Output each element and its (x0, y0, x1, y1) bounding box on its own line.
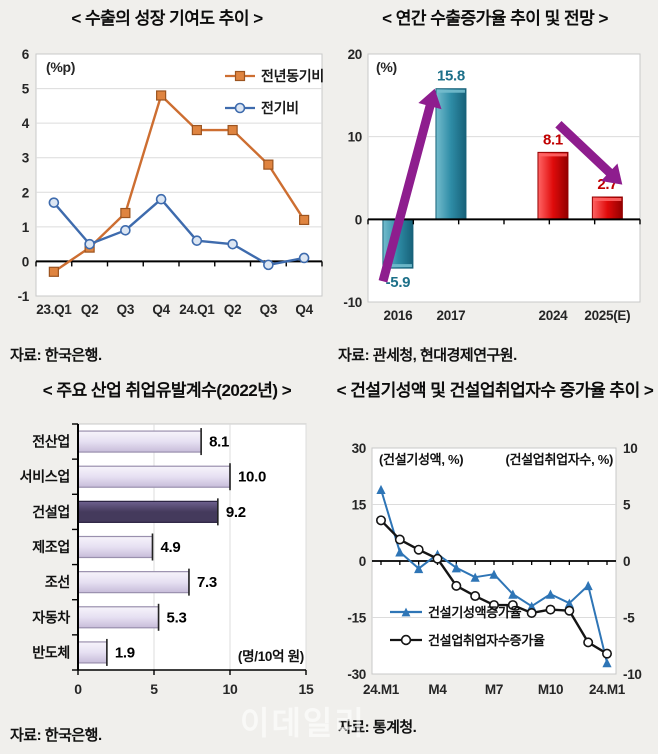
svg-text:0: 0 (22, 254, 29, 269)
svg-text:Q3: Q3 (260, 302, 278, 317)
svg-text:2025(E): 2025(E) (584, 308, 630, 323)
source-note-bank-of-korea: 자료: 한국은행. (10, 347, 102, 364)
source-note-customs: 자료: 관세청, 현대경제연구원. (338, 347, 517, 364)
svg-text:8.1: 8.1 (543, 131, 563, 148)
svg-text:15: 15 (352, 498, 367, 513)
svg-text:2: 2 (22, 185, 29, 200)
svg-text:7.3: 7.3 (197, 574, 217, 591)
employment-inducement-hbar-chart: 8.1 전산업 10.0 서비스업 9.2 건설업 4.9 제조업 7.3 조선 5.3 자동차 1.9… (20, 423, 314, 697)
svg-text:0: 0 (74, 681, 82, 697)
svg-text:2024: 2024 (539, 308, 569, 323)
svg-text:(%p): (%p) (46, 59, 75, 75)
svg-text:4.9: 4.9 (160, 539, 180, 556)
svg-text:전산업: 전산업 (32, 434, 70, 450)
svg-text:20: 20 (348, 47, 362, 62)
chart-title-annual-export-growth: < 연간 수출증가율 추이 및 전망 > (382, 9, 608, 28)
svg-text:-10: -10 (343, 295, 362, 310)
svg-text:5: 5 (623, 498, 631, 513)
svg-text:(명/10억 원): (명/10억 원) (238, 648, 304, 664)
panel-annual-export-growth: < 연간 수출증가율 추이 및 전망 > 20 10 0 -10 (%) -5.9 2016… (334, 6, 656, 372)
chart-title-export-contribution: < 수출의 성장 기여도 추이 > (71, 9, 263, 28)
svg-text:0: 0 (359, 554, 366, 569)
svg-text:M4: M4 (428, 682, 447, 697)
svg-text:6: 6 (22, 47, 30, 62)
svg-text:5: 5 (22, 82, 30, 97)
annual-export-growth-bar-chart: 20100-10(%)-5.9201615.820178.120242.7202… (343, 47, 641, 323)
svg-text:15.8: 15.8 (437, 68, 465, 85)
panel-export-growth-contribution: < 수출의 성장 기여도 추이 > 6 5 4 3 2 1 0 -1 23.Q1 Q2 Q3 Q4 24… (6, 6, 328, 372)
chart-title-employment-inducement: < 주요 산업 취업유발계수(2022년) > (42, 381, 292, 400)
svg-text:건설기성액증가율: 건설기성액증가율 (428, 605, 522, 620)
svg-text:Q2: Q2 (81, 302, 98, 317)
svg-text:서비스업: 서비스업 (20, 469, 70, 485)
svg-text:M7: M7 (485, 682, 503, 697)
svg-text:전년동기비: 전년동기비 (261, 68, 324, 84)
svg-text:0: 0 (623, 554, 630, 569)
svg-text:0: 0 (355, 212, 362, 227)
construction-growth-dual-line-chart: 30 15 0 -15 -30 10 5 0 -5 -10 (건설기성액, %) (건설업취업자수, … (347, 441, 642, 697)
export-contribution-line-chart: 6 5 4 3 2 1 0 -1 23.Q1 Q2 Q3 Q4 24.Q1 Q2 Q3 Q4 (%p) 전년동기비… (18, 47, 325, 317)
svg-text:10.0: 10.0 (238, 469, 266, 486)
chart-title-construction-growth: < 건설기성액 및 건설업취업자수 증가율 추이 > (336, 381, 654, 400)
svg-text:전기비: 전기비 (261, 100, 299, 116)
svg-text:-10: -10 (623, 667, 642, 682)
svg-text:2017: 2017 (437, 308, 466, 323)
svg-text:24.M1: 24.M1 (589, 682, 626, 697)
svg-text:1: 1 (22, 220, 30, 235)
svg-text:-30: -30 (347, 667, 366, 682)
svg-text:-1: -1 (18, 289, 30, 304)
svg-text:M10: M10 (538, 682, 563, 697)
svg-text:3: 3 (22, 151, 30, 166)
svg-text:15: 15 (299, 681, 314, 697)
svg-text:(건설업취업자수, %): (건설업취업자수, %) (505, 452, 613, 467)
svg-text:8.1: 8.1 (209, 434, 229, 451)
svg-text:30: 30 (352, 441, 366, 456)
svg-text:자동차: 자동차 (32, 609, 70, 625)
svg-text:9.2: 9.2 (226, 504, 246, 521)
svg-text:5: 5 (150, 681, 158, 697)
source-note-statistics-korea: 자료: 통계청. (338, 719, 417, 736)
svg-text:Q4: Q4 (152, 302, 170, 317)
svg-text:10: 10 (348, 130, 362, 145)
panel-construction-growth: < 건설기성액 및 건설업취업자수 증가율 추이 > 30 15 0 -15 -30 10… (334, 378, 656, 752)
svg-text:24.Q1: 24.Q1 (179, 302, 215, 317)
svg-text:4: 4 (22, 116, 30, 131)
svg-text:건설업: 건설업 (32, 504, 70, 520)
svg-text:(%): (%) (376, 59, 397, 75)
svg-text:10: 10 (223, 681, 238, 697)
svg-text:(건설기성액, %): (건설기성액, %) (379, 452, 463, 467)
svg-text:24.M1: 24.M1 (363, 682, 400, 697)
source-note-bank-of-korea-2: 자료: 한국은행. (10, 727, 102, 744)
svg-text:-5: -5 (623, 611, 635, 626)
svg-text:5.3: 5.3 (167, 609, 187, 626)
svg-text:2016: 2016 (383, 308, 413, 323)
svg-text:1.9: 1.9 (115, 644, 135, 661)
svg-text:조선: 조선 (45, 574, 70, 590)
svg-text:반도체: 반도체 (32, 644, 70, 660)
svg-text:-5.9: -5.9 (386, 274, 411, 291)
svg-text:Q2: Q2 (224, 302, 241, 317)
panel-employment-inducement: < 주요 산업 취업유발계수(2022년) > 8.1 전산업 10.0 서비스업 9.… (6, 378, 328, 752)
svg-text:제조업: 제조업 (32, 539, 70, 555)
svg-text:23.Q1: 23.Q1 (36, 302, 72, 317)
svg-text:10: 10 (623, 441, 637, 456)
svg-text:-15: -15 (347, 611, 366, 626)
svg-text:Q3: Q3 (117, 302, 135, 317)
svg-text:건설업취업자수증가율: 건설업취업자수증가율 (428, 633, 545, 648)
svg-text:Q4: Q4 (295, 302, 313, 317)
